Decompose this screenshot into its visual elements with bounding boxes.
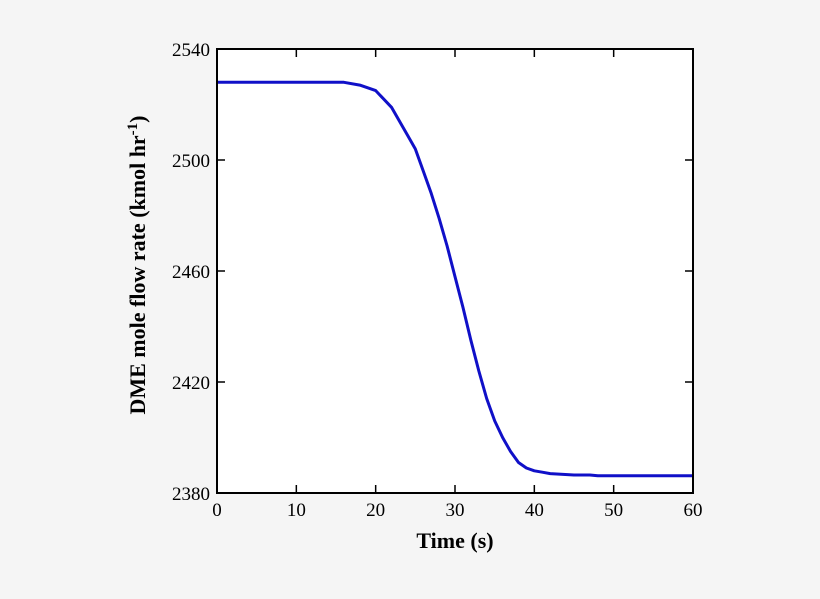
x-tick-label: 50 — [604, 500, 623, 521]
x-tick-label: 10 — [287, 500, 306, 521]
chart-marks — [217, 80, 693, 478]
x-axis-label: Time (s) — [416, 528, 493, 553]
y-axis-label-close: ) — [125, 115, 150, 122]
y-axis-label-main: DME mole flow rate (kmol hr — [125, 135, 150, 414]
y-tick-label: 2460 — [172, 262, 210, 283]
y-tick-label: 2500 — [172, 151, 210, 172]
y-axis-label-superscript: -1 — [125, 123, 141, 136]
y-tick-label: 2380 — [172, 484, 210, 505]
y-tick-label: 2420 — [172, 373, 210, 394]
x-tick-label: 60 — [684, 500, 703, 521]
x-tick-label: 20 — [366, 500, 385, 521]
y-tick-label: 2540 — [172, 40, 210, 61]
x-tick-label: 30 — [446, 500, 465, 521]
x-tick-label: 40 — [525, 500, 544, 521]
y-axis-label: DME mole flow rate (kmol hr-1) — [125, 115, 150, 414]
axis-ticks: 0 10 20 30 40 50 60 2380 2420 2460 2500 2540 — [172, 40, 703, 521]
x-tick-label: 0 — [212, 500, 222, 521]
series-line — [217, 80, 693, 478]
